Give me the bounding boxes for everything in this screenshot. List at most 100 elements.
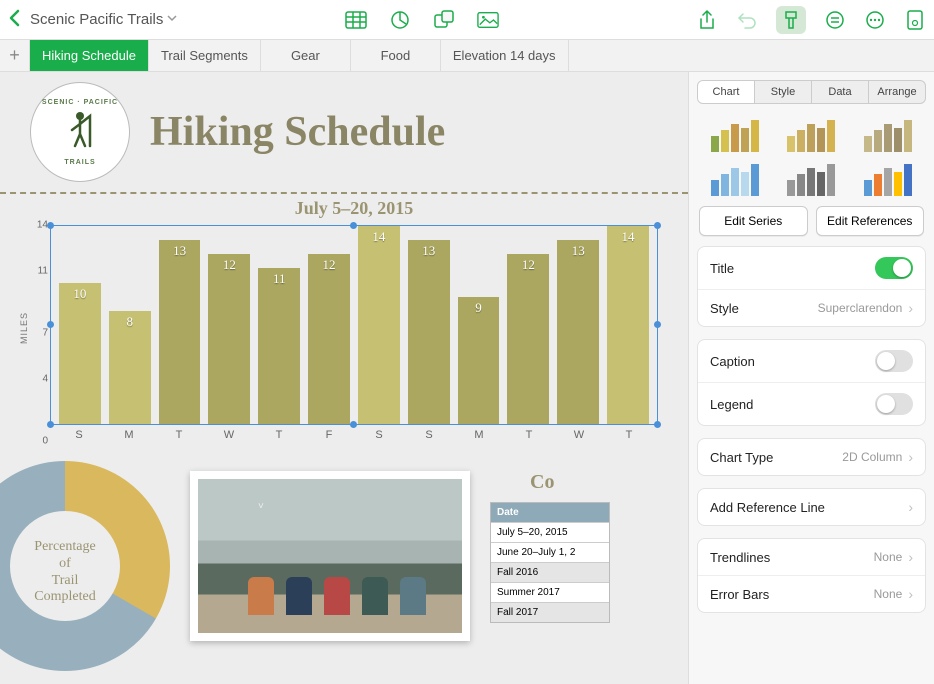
chart-type-row[interactable]: Chart Type 2D Column › (698, 439, 925, 475)
document-settings-icon[interactable] (904, 9, 926, 31)
bar-value-label: 12 (208, 257, 250, 273)
chevron-right-icon: › (908, 586, 913, 602)
x-tick: W (558, 429, 600, 441)
legend-toggle[interactable] (875, 393, 913, 415)
inspector-tab[interactable]: Style (755, 81, 812, 103)
bar-value-label: 12 (507, 257, 549, 273)
bar-value-label: 13 (159, 243, 201, 259)
bar[interactable]: 13 (557, 240, 599, 424)
media-icon[interactable] (477, 9, 499, 31)
bar-value-label: 14 (607, 229, 649, 245)
format-brush-icon[interactable] (776, 6, 806, 34)
title-toggle[interactable] (875, 257, 913, 279)
bar[interactable]: 13 (159, 240, 201, 424)
logo: SCENIC · PACIFIC TRAILS (30, 82, 130, 182)
x-tick: S (58, 429, 100, 441)
bar[interactable]: 12 (208, 254, 250, 424)
inspector-tab[interactable]: Arrange (869, 81, 925, 103)
table-row[interactable]: June 20–July 1, 2 (491, 542, 609, 562)
chevron-right-icon: › (908, 499, 913, 515)
table-row[interactable]: Fall 2016 (491, 562, 609, 582)
style-row[interactable]: Style Superclarendon › (698, 290, 925, 326)
y-tick: 4 (42, 374, 48, 385)
inspector-tab[interactable]: Chart (698, 81, 755, 103)
x-tick: M (458, 429, 500, 441)
x-tick: T (608, 429, 650, 441)
more-icon[interactable] (864, 9, 886, 31)
bar-value-label: 9 (458, 300, 500, 316)
undo-icon[interactable] (736, 9, 758, 31)
x-tick: W (208, 429, 250, 441)
person-silhouette (248, 577, 274, 615)
chevron-right-icon: › (908, 549, 913, 565)
chevron-right-icon: › (908, 449, 913, 465)
bar[interactable]: 12 (507, 254, 549, 424)
y-tick: 7 (42, 328, 48, 339)
x-tick: S (358, 429, 400, 441)
donut-label: PercentageofTrailCompleted (0, 539, 170, 606)
legend-toggle-row[interactable]: Legend (698, 383, 925, 425)
sheet-tab[interactable]: Trail Segments (149, 40, 261, 71)
bar[interactable]: 13 (408, 240, 450, 424)
comment-icon[interactable] (824, 9, 846, 31)
chart-icon[interactable] (389, 9, 411, 31)
caption-toggle[interactable] (875, 350, 913, 372)
bar-value-label: 12 (308, 257, 350, 273)
table-row[interactable]: Summer 2017 (491, 582, 609, 602)
format-inspector: ChartStyleDataArrange Edit Series Edit R… (688, 72, 934, 684)
sheet-tab[interactable]: Elevation 14 days (441, 40, 569, 71)
canvas[interactable]: SCENIC · PACIFIC TRAILS Hiking Schedule … (0, 72, 688, 684)
bar[interactable]: 14 (607, 226, 649, 424)
bar-value-label: 14 (358, 229, 400, 245)
document-menu-chevron[interactable] (167, 14, 177, 25)
bar[interactable]: 10 (59, 283, 101, 424)
add-sheet-button[interactable]: + (0, 40, 30, 71)
caption-toggle-row[interactable]: Caption (698, 340, 925, 383)
inspector-tab[interactable]: Data (812, 81, 869, 103)
chart-style-thumbnail[interactable] (854, 160, 922, 196)
add-reference-line-row[interactable]: Add Reference Line › (698, 489, 925, 525)
document-title[interactable]: Scenic Pacific Trails (30, 11, 163, 28)
bar[interactable]: 12 (308, 254, 350, 424)
person-silhouette (324, 577, 350, 615)
shape-icon[interactable] (433, 9, 455, 31)
error-bars-row[interactable]: Error Bars None › (698, 576, 925, 612)
title-toggle-row[interactable]: Title (698, 247, 925, 290)
back-button[interactable] (8, 7, 22, 33)
date-table[interactable]: Date July 5–20, 2015June 20–July 1, 2Fal… (490, 502, 610, 623)
sheet-tab[interactable]: Gear (261, 40, 351, 71)
trendlines-row[interactable]: Trendlines None › (698, 539, 925, 576)
table-title-cut: Co (530, 471, 610, 494)
chevron-right-icon: › (908, 300, 913, 316)
page-title: Hiking Schedule (150, 108, 445, 156)
y-tick: 11 (38, 266, 48, 277)
x-tick: M (108, 429, 150, 441)
chart-title: July 5–20, 2015 (50, 198, 658, 219)
sheet-tab[interactable]: Food (351, 40, 441, 71)
edit-series-button[interactable]: Edit Series (699, 206, 808, 236)
sheet-tab[interactable]: Hiking Schedule (30, 40, 149, 71)
bar[interactable]: 8 (109, 311, 151, 424)
chart-style-thumbnail[interactable] (701, 116, 769, 152)
chart-style-thumbnail[interactable] (777, 116, 845, 152)
chart-style-thumbnail[interactable] (854, 116, 922, 152)
chart-style-thumbnail[interactable] (701, 160, 769, 196)
person-silhouette (400, 577, 426, 615)
bar[interactable]: 9 (458, 297, 500, 424)
hiker-icon (58, 106, 102, 159)
edit-references-button[interactable]: Edit References (816, 206, 925, 236)
chart-style-thumbnail[interactable] (777, 160, 845, 196)
table-row[interactable]: Fall 2017 (491, 602, 609, 622)
bar-value-label: 11 (258, 271, 300, 287)
donut-chart[interactable]: PercentageofTrailCompleted (0, 461, 170, 671)
share-icon[interactable] (696, 9, 718, 31)
bar[interactable]: 11 (258, 268, 300, 424)
bar[interactable]: 14 (358, 226, 400, 424)
selected-chart[interactable]: July 5–20, 2015 MILES 0471114 (50, 198, 658, 441)
photo-placeholder[interactable]: ˅ (190, 471, 470, 641)
table-row[interactable]: July 5–20, 2015 (491, 522, 609, 542)
table-icon[interactable] (345, 9, 367, 31)
bar-value-label: 13 (408, 243, 450, 259)
x-tick: F (308, 429, 350, 441)
person-silhouette (286, 577, 312, 615)
